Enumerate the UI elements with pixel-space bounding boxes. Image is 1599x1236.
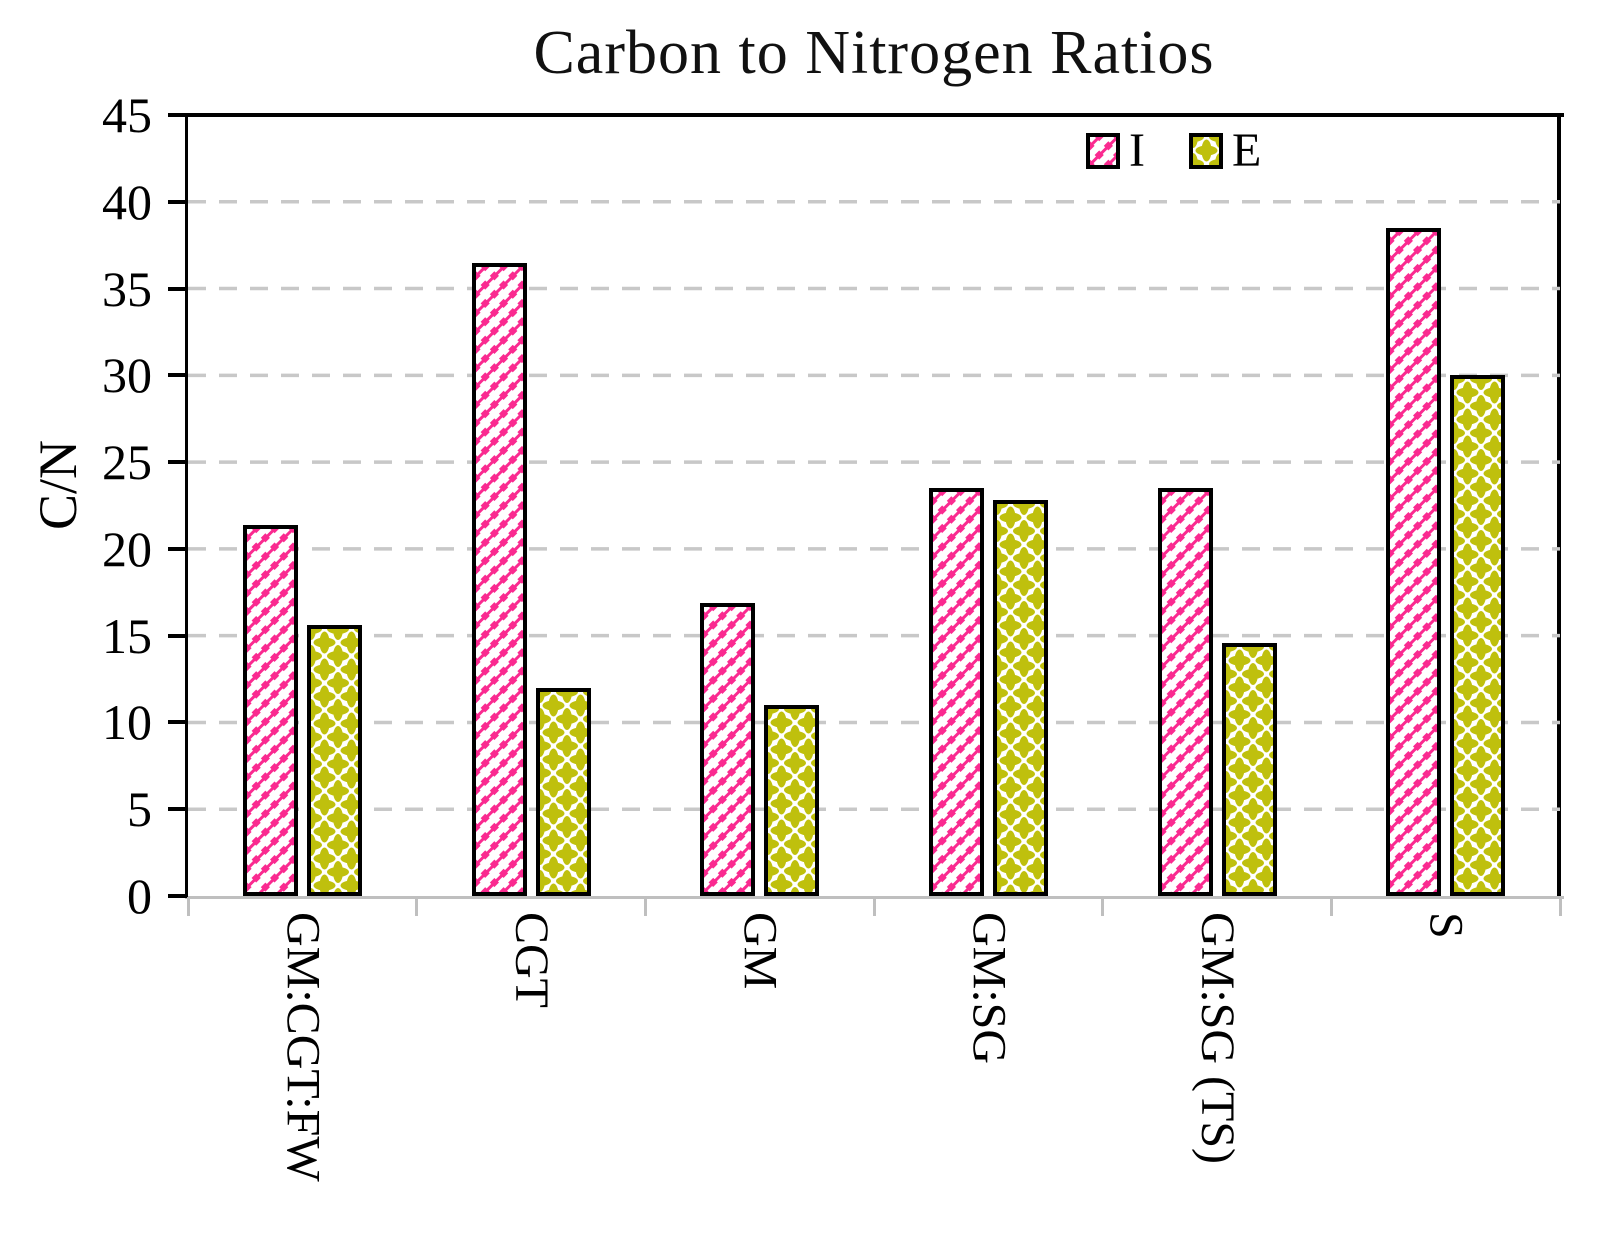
- bar-I-2: [700, 603, 755, 896]
- bar-E-0: [307, 625, 362, 896]
- bar-fill-pattern: [247, 529, 294, 892]
- y-tick-25: [168, 460, 188, 465]
- y-tick-label-20: 20: [102, 520, 152, 577]
- y-tick-20: [168, 546, 188, 551]
- bar-I-1: [472, 263, 527, 896]
- bar-E-2: [764, 705, 819, 896]
- bar-fill-pattern: [1226, 647, 1273, 892]
- bar-fill-pattern: [540, 692, 587, 892]
- y-tick-5: [168, 807, 188, 812]
- x-tick-1: [415, 897, 419, 916]
- legend-label-E: E: [1231, 124, 1262, 177]
- bar-I-4: [1158, 488, 1213, 896]
- chart-title: Carbon to Nitrogen Ratios: [533, 19, 1215, 87]
- legend-label-I: I: [1129, 124, 1145, 177]
- bar-fill-pattern: [1390, 232, 1437, 892]
- y-tick-35: [168, 286, 188, 291]
- bar-fill-pattern: [1454, 379, 1501, 892]
- y-tick-label-35: 35: [102, 260, 152, 317]
- y-tick-label-0: 0: [127, 868, 152, 924]
- y-tick-label-15: 15: [102, 607, 152, 664]
- bar-fill-pattern: [1162, 492, 1209, 892]
- y-tick-label-25: 25: [102, 434, 152, 491]
- plot-border-right: [1557, 113, 1561, 899]
- x-category-label-1: CGT: [505, 912, 558, 1008]
- y-tick-40: [168, 199, 188, 204]
- x-tick-4: [1101, 897, 1105, 916]
- bar-E-5: [1450, 375, 1505, 896]
- bar-I-5: [1386, 228, 1441, 896]
- y-tick-30: [168, 373, 188, 378]
- x-tick-2: [643, 897, 647, 916]
- legend-swatch-I: [1086, 133, 1120, 169]
- bar-fill-pattern: [933, 492, 980, 892]
- y-tick-45: [168, 113, 188, 117]
- x-tick-5: [1329, 897, 1333, 916]
- y-tick-0: [168, 894, 188, 898]
- x-category-label-3: GM:SG: [962, 912, 1016, 1065]
- bar-fill-pattern: [311, 629, 358, 892]
- x-category-label-2: GM: [733, 912, 787, 990]
- bar-I-0: [243, 525, 298, 896]
- bar-I-3: [929, 488, 984, 896]
- bar-fill-pattern: [768, 709, 815, 892]
- bar-E-4: [1222, 643, 1277, 896]
- y-tick-label-30: 30: [102, 347, 152, 404]
- y-tick-10: [168, 720, 188, 725]
- legend-swatch-pattern: [1090, 137, 1116, 165]
- x-category-label-4: GM:SG (TS): [1191, 912, 1244, 1165]
- x-tick-3: [872, 897, 876, 916]
- gridlines: [188, 200, 1560, 811]
- bar-fill-pattern: [997, 504, 1044, 892]
- bar-fill-pattern: [704, 607, 751, 892]
- plot-border-top: [185, 113, 1564, 117]
- y-tick-label-5: 5: [127, 781, 152, 838]
- bar-E-3: [993, 500, 1048, 896]
- y-tick-label-10: 10: [102, 694, 152, 751]
- x-category-label-0: GM:CGT:FW: [276, 912, 330, 1182]
- y-tick-label-45: 45: [102, 87, 152, 143]
- bar-E-1: [536, 688, 591, 896]
- y-tick-label-40: 40: [102, 173, 152, 230]
- legend-swatch-pattern: [1192, 137, 1219, 165]
- bar-fill-pattern: [476, 267, 523, 892]
- plot-border-left: [185, 113, 188, 899]
- x-tick-6: [1558, 897, 1562, 916]
- y-tick-15: [168, 633, 188, 638]
- x-category-label-5: S: [1419, 912, 1473, 939]
- legend-swatch-E: [1188, 133, 1223, 169]
- x-tick-0: [186, 897, 190, 916]
